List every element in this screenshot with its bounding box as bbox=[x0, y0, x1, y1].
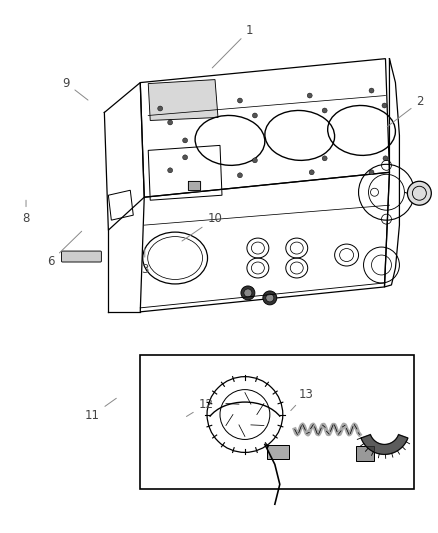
Circle shape bbox=[168, 120, 173, 125]
Circle shape bbox=[369, 88, 374, 93]
Circle shape bbox=[322, 108, 327, 113]
Text: 2: 2 bbox=[387, 95, 424, 127]
Text: 3: 3 bbox=[141, 248, 148, 276]
Circle shape bbox=[168, 168, 173, 173]
Circle shape bbox=[237, 98, 242, 103]
Circle shape bbox=[183, 138, 187, 143]
Circle shape bbox=[244, 289, 252, 297]
Polygon shape bbox=[188, 181, 200, 190]
FancyBboxPatch shape bbox=[61, 251, 101, 262]
Circle shape bbox=[407, 181, 431, 205]
Circle shape bbox=[183, 155, 187, 160]
Text: 10: 10 bbox=[182, 212, 222, 241]
Circle shape bbox=[263, 291, 277, 305]
Polygon shape bbox=[361, 434, 408, 454]
Circle shape bbox=[382, 103, 387, 108]
Bar bbox=[267, 446, 289, 459]
Circle shape bbox=[309, 170, 314, 175]
Text: 13: 13 bbox=[291, 387, 314, 410]
Text: 1: 1 bbox=[212, 23, 253, 68]
Bar bbox=[356, 447, 374, 462]
Circle shape bbox=[237, 173, 242, 178]
Circle shape bbox=[241, 286, 255, 300]
Circle shape bbox=[369, 170, 374, 175]
Text: 12: 12 bbox=[187, 398, 213, 416]
Circle shape bbox=[307, 93, 312, 98]
Polygon shape bbox=[148, 79, 218, 120]
Circle shape bbox=[252, 113, 258, 118]
Text: 6: 6 bbox=[47, 231, 81, 268]
Bar bbox=[140, 355, 414, 489]
Text: 11: 11 bbox=[85, 398, 117, 422]
Circle shape bbox=[266, 294, 274, 302]
Text: 9: 9 bbox=[63, 77, 88, 100]
Circle shape bbox=[252, 158, 258, 163]
Circle shape bbox=[322, 156, 327, 161]
Text: 8: 8 bbox=[22, 200, 30, 225]
Circle shape bbox=[383, 156, 388, 161]
Circle shape bbox=[158, 106, 162, 111]
